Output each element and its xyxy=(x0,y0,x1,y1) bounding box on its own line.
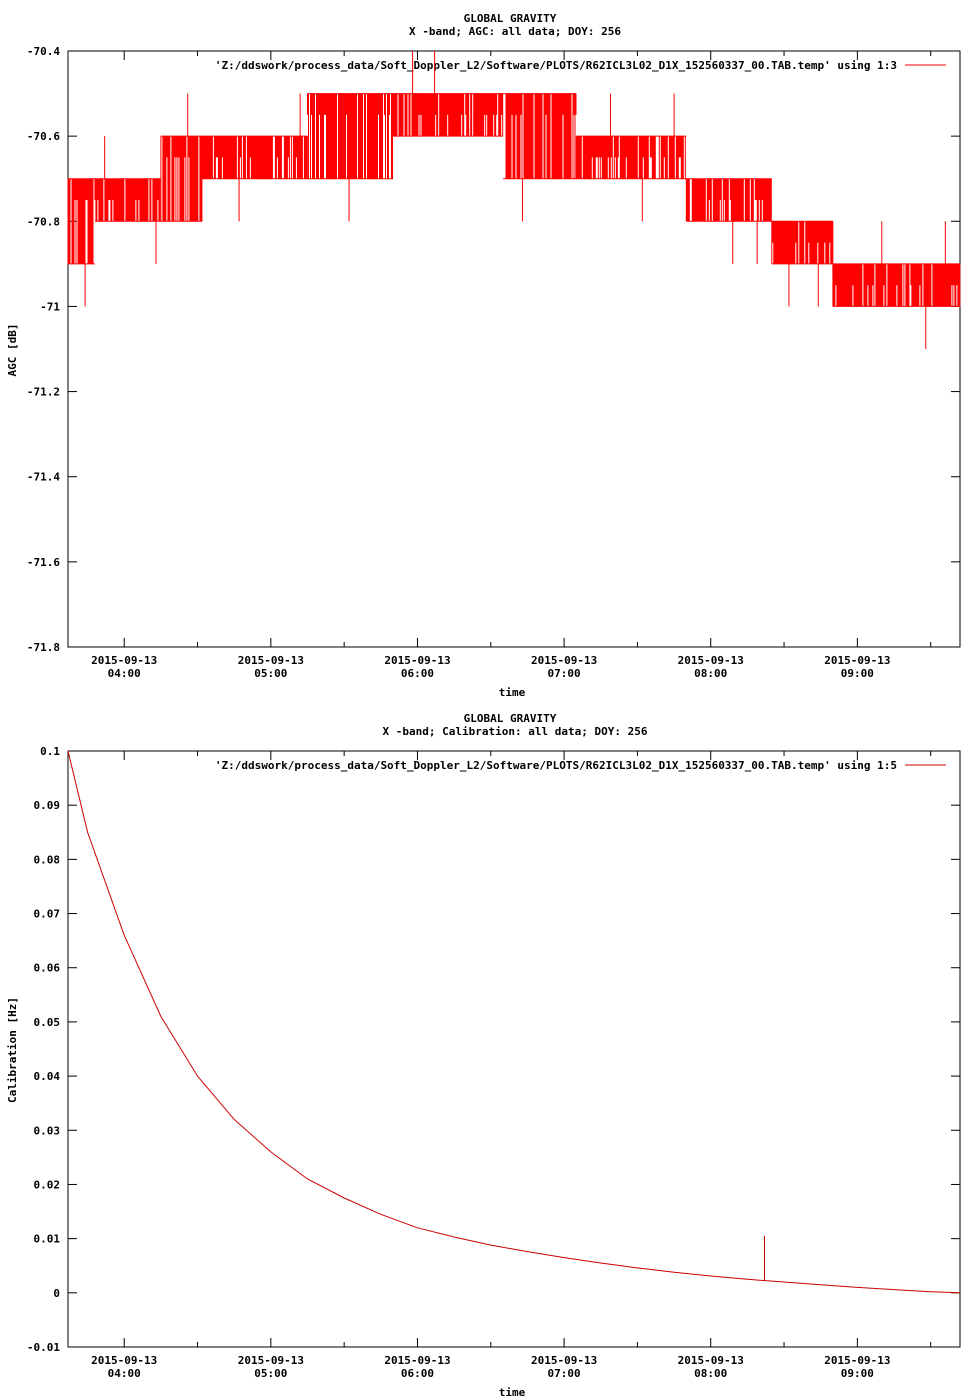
agc-series xyxy=(67,51,961,349)
agc-y-tick-label: -71.4 xyxy=(27,471,60,484)
calibration-y-tick-label: 0.01 xyxy=(34,1233,61,1246)
agc-noise-band xyxy=(685,178,772,222)
agc-noise-band xyxy=(392,93,430,137)
calibration-y-tick-label: -0.01 xyxy=(27,1341,60,1354)
calibration-line xyxy=(67,750,961,1294)
calibration-x-tick-time: 07:00 xyxy=(548,1367,581,1380)
calibration-panel: GLOBAL GRAVITY X -band; Calibration: all… xyxy=(6,712,961,1399)
agc-noise-band xyxy=(67,178,94,264)
calibration-series xyxy=(67,750,961,1294)
agc-noise-band xyxy=(94,178,161,222)
agc-noise-band xyxy=(429,93,504,137)
calibration-x-tick-date: 2015-09-13 xyxy=(91,1354,157,1367)
agc-y-tick-label: -71.6 xyxy=(27,556,60,569)
agc-y-tick-label: -71 xyxy=(40,300,60,313)
calibration-title: GLOBAL GRAVITY xyxy=(464,712,557,725)
agc-x-tick-time: 06:00 xyxy=(401,667,434,680)
calibration-x-tick-date: 2015-09-13 xyxy=(384,1354,450,1367)
agc-noise-band xyxy=(160,136,203,222)
agc-x-tick-date: 2015-09-13 xyxy=(91,654,157,667)
agc-y-tick-label: -70.6 xyxy=(27,130,60,143)
agc-legend: 'Z:/ddswork/process_data/Soft_Doppler_L2… xyxy=(215,59,946,72)
agc-x-tick-time: 09:00 xyxy=(841,667,874,680)
calibration-subtitle: X -band; Calibration: all data; DOY: 256 xyxy=(383,725,648,738)
calibration-plot-frame xyxy=(67,750,961,1348)
calibration-legend: 'Z:/ddswork/process_data/Soft_Doppler_L2… xyxy=(215,759,946,772)
agc-x-axis-label: time xyxy=(499,686,526,699)
calibration-x-tick-date: 2015-09-13 xyxy=(238,1354,304,1367)
calibration-y-tick-label: 0.05 xyxy=(34,1016,61,1029)
agc-subtitle: X -band; AGC: all data; DOY: 256 xyxy=(409,25,621,38)
agc-x-tick-time: 08:00 xyxy=(694,667,727,680)
agc-noise-band xyxy=(575,136,686,179)
agc-y-axis-label: AGC [dB] xyxy=(6,324,19,377)
calibration-x-tick-time: 08:00 xyxy=(694,1367,727,1380)
calibration-x-tick-date: 2015-09-13 xyxy=(678,1354,744,1367)
calibration-y-tick-label: 0.07 xyxy=(34,908,61,921)
agc-y-tick-label: -70.8 xyxy=(27,215,60,228)
agc-x-tick-date: 2015-09-13 xyxy=(531,654,597,667)
calibration-y-tick-label: 0 xyxy=(53,1287,60,1300)
agc-noise-band xyxy=(771,221,834,264)
agc-x-tick-time: 04:00 xyxy=(108,667,141,680)
agc-noise-band xyxy=(307,93,393,179)
calibration-x-tick-time: 04:00 xyxy=(108,1367,141,1380)
agc-y-tick-label: -70.4 xyxy=(27,45,60,58)
calibration-x-tick-date: 2015-09-13 xyxy=(531,1354,597,1367)
agc-x-tick-time: 07:00 xyxy=(548,667,581,680)
agc-y-tick-label: -71.8 xyxy=(27,641,60,654)
agc-x-tick-date: 2015-09-13 xyxy=(384,654,450,667)
calibration-x-axis-label: time xyxy=(499,1386,526,1399)
agc-title: GLOBAL GRAVITY xyxy=(464,12,557,25)
agc-x-tick-date: 2015-09-13 xyxy=(678,654,744,667)
agc-x-tick-date: 2015-09-13 xyxy=(238,654,304,667)
agc-noise-band xyxy=(201,136,308,179)
calibration-y-tick-label: 0.03 xyxy=(34,1124,61,1137)
agc-panel: GLOBAL GRAVITY X -band; AGC: all data; D… xyxy=(6,12,961,699)
calibration-y-tick-label: 0.08 xyxy=(34,853,61,866)
calibration-x-tick-date: 2015-09-13 xyxy=(824,1354,890,1367)
calibration-x-tick-time: 06:00 xyxy=(401,1367,434,1380)
agc-plot-frame xyxy=(67,50,961,648)
calibration-x-tick-time: 05:00 xyxy=(254,1367,287,1380)
agc-x-tick-time: 05:00 xyxy=(254,667,287,680)
calibration-y-tick-label: 0.06 xyxy=(34,962,61,975)
agc-noise-band xyxy=(832,263,961,307)
calibration-y-tick-label: 0.02 xyxy=(34,1178,61,1191)
agc-legend-label: 'Z:/ddswork/process_data/Soft_Doppler_L2… xyxy=(215,59,897,72)
calibration-y-axis-label: Calibration [Hz] xyxy=(6,997,19,1103)
calibration-y-tick-label: 0.09 xyxy=(34,799,61,812)
agc-x-tick-date: 2015-09-13 xyxy=(824,654,890,667)
agc-y-tick-label: -71.2 xyxy=(27,386,60,399)
calibration-legend-label: 'Z:/ddswork/process_data/Soft_Doppler_L2… xyxy=(215,759,897,772)
calibration-x-tick-time: 09:00 xyxy=(841,1367,874,1380)
calibration-y-tick-label: 0.04 xyxy=(34,1070,61,1083)
agc-noise-band xyxy=(505,93,577,179)
calibration-y-tick-label: 0.1 xyxy=(40,745,60,758)
